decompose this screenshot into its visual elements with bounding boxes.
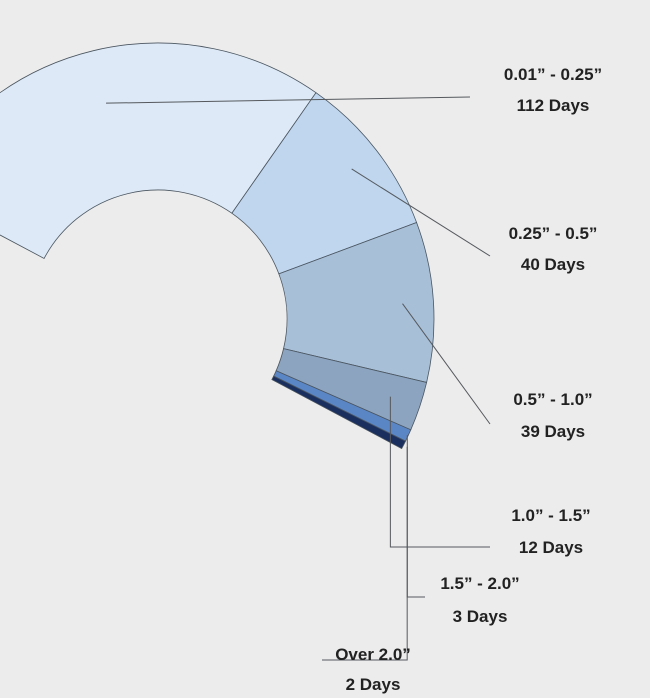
category-label-6: Over 2.0” [335, 645, 411, 664]
category-label-4: 1.0” - 1.5” [511, 506, 590, 525]
chart-leader-lines [106, 96, 491, 661]
leader-line-2 [351, 168, 491, 257]
category-label-1: 0.01” - 0.25” [504, 65, 602, 84]
value-label-1: 112 Days [517, 96, 590, 115]
chart-labels: 0.01” - 0.25” 112 Days 0.25” - 0.5” 40 Days… [335, 65, 602, 694]
value-label-3: 39 Days [521, 422, 585, 441]
value-label-2: 40 Days [521, 255, 585, 274]
category-label-2: 0.25” - 0.5” [509, 224, 598, 243]
value-label-5: 3 Days [453, 607, 508, 626]
leader-line-4 [389, 396, 490, 548]
category-label-5: 1.5” - 2.0” [440, 574, 519, 593]
leader-line-3 [402, 303, 491, 425]
chart-slices [0, 42, 435, 450]
leader-line-6 [322, 446, 408, 661]
leader-line-1 [106, 96, 471, 104]
value-label-4: 12 Days [519, 538, 583, 557]
leader-line-5 [406, 435, 425, 598]
value-label-6: 2 Days [346, 675, 401, 694]
chart-slice-1 [0, 42, 317, 259]
category-label-3: 0.5” - 1.0” [513, 390, 592, 409]
chart-slice-6 [271, 375, 407, 450]
